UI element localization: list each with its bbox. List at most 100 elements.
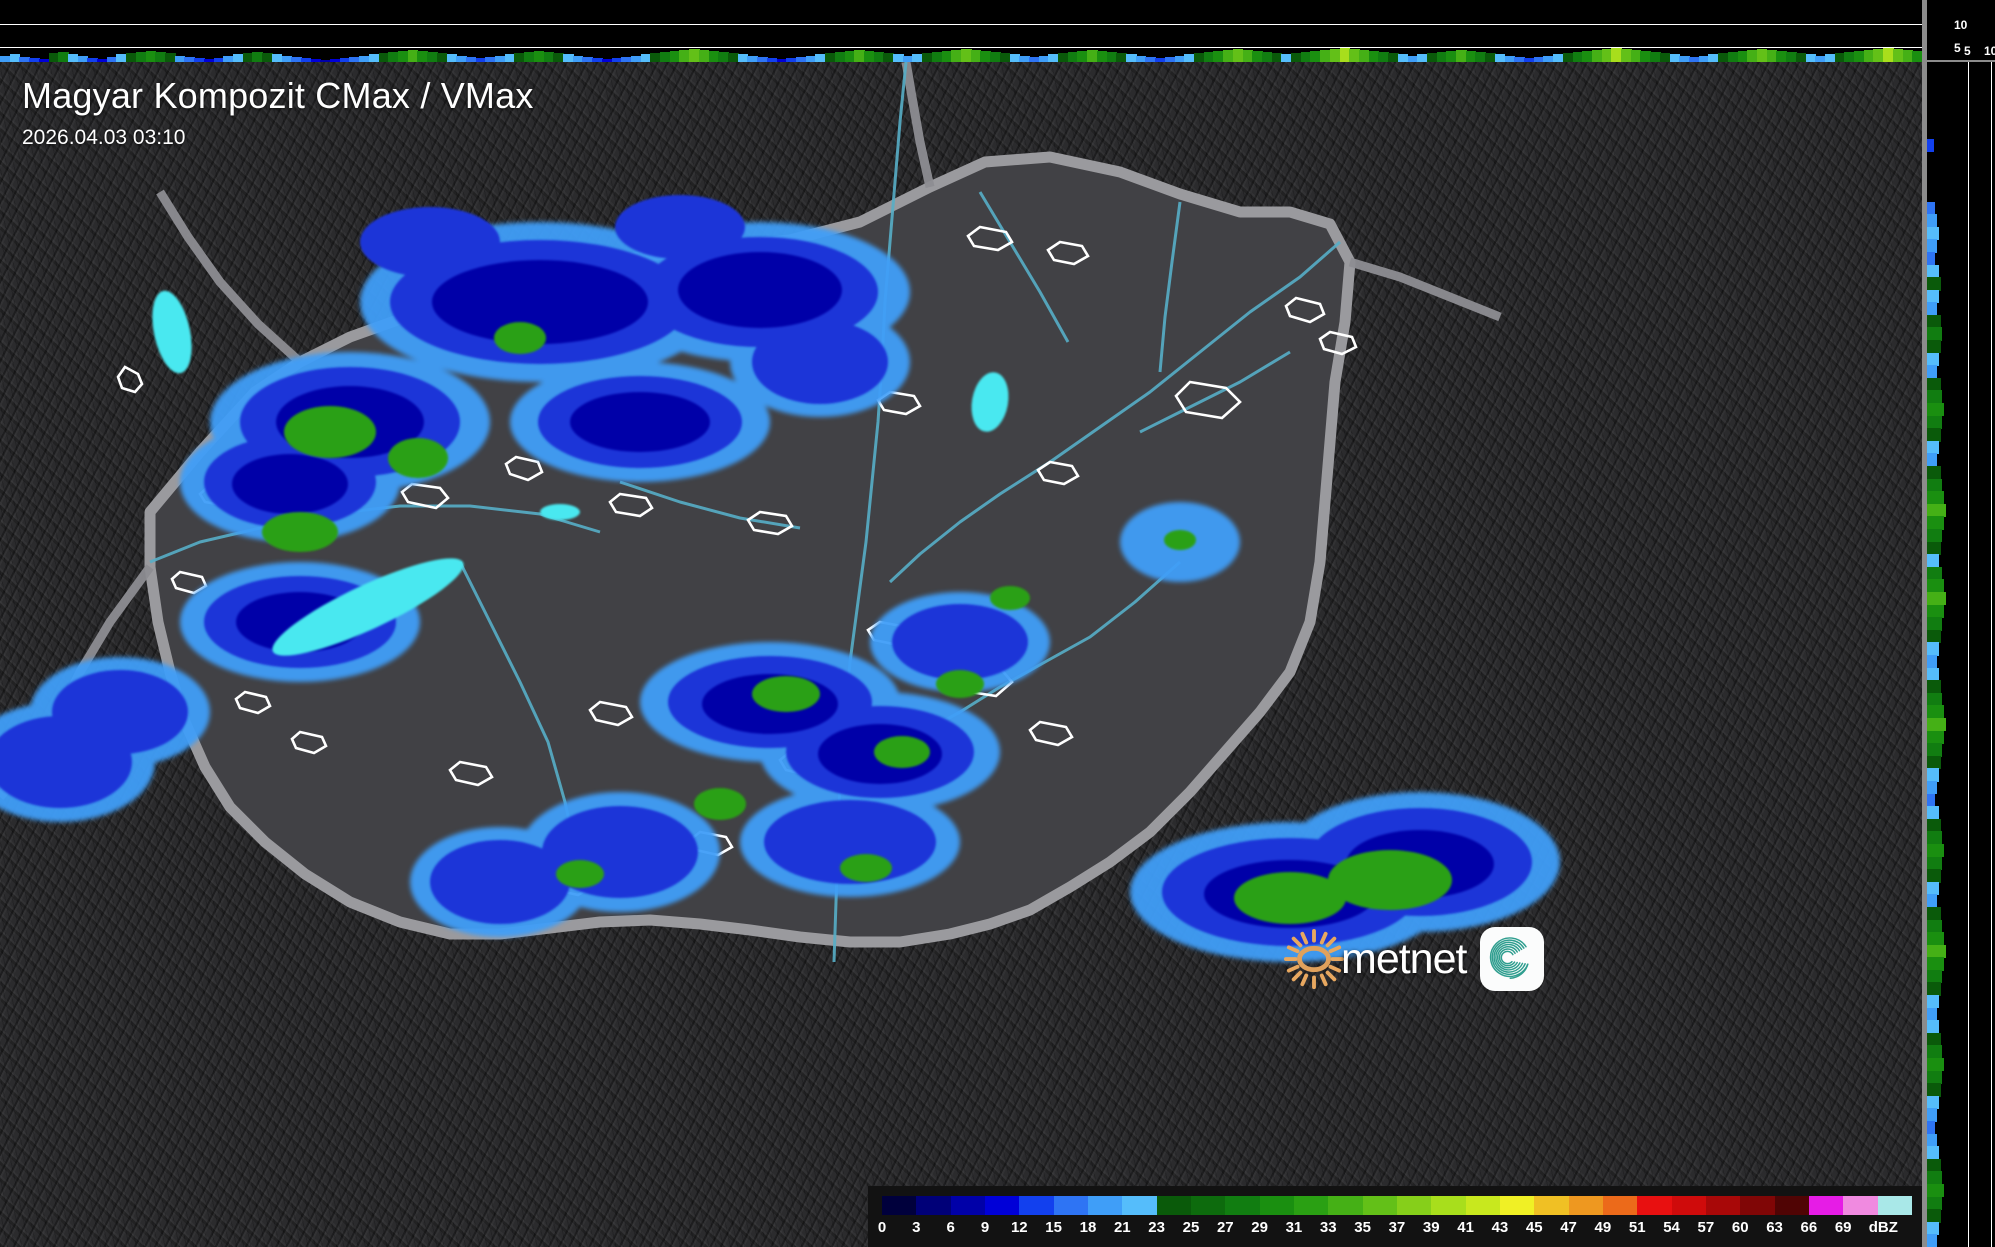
vmax-echo-cell bbox=[1927, 377, 1941, 392]
top-echo-cell bbox=[563, 54, 574, 62]
top-echo-cell bbox=[1446, 51, 1457, 62]
colorbar-tick-21: 21 bbox=[1113, 1219, 1131, 1236]
top-echo-cell bbox=[1252, 51, 1263, 62]
spiral-glyph bbox=[1490, 937, 1529, 979]
top-echo-cell bbox=[1601, 49, 1613, 62]
colorbar-tick-18: 18 bbox=[1079, 1219, 1097, 1236]
vmax-echo-cell bbox=[1927, 289, 1939, 304]
height-label-10: 10 bbox=[1954, 18, 1968, 32]
top-echo-cell bbox=[135, 52, 147, 62]
spiral-app-icon[interactable] bbox=[1480, 927, 1545, 991]
colorbar-tick-33: 33 bbox=[1319, 1219, 1337, 1236]
colorbar-tick-60: 60 bbox=[1731, 1219, 1749, 1236]
vmax-echo-cell bbox=[1927, 654, 1937, 669]
colorbar-segment-2 bbox=[950, 1196, 985, 1215]
top-echo-cell bbox=[1582, 51, 1593, 62]
top-echo-cell bbox=[543, 52, 555, 62]
metnet-logo[interactable]: metnet bbox=[1283, 927, 1545, 991]
colorbar-tick-66: 66 bbox=[1800, 1219, 1818, 1236]
top-echo-cell bbox=[116, 54, 127, 62]
vmax-echo-cell bbox=[1927, 1121, 1935, 1135]
top-echo-cell bbox=[1892, 49, 1904, 62]
vmax-echo-cell bbox=[1927, 529, 1942, 543]
top-echo-cell bbox=[883, 53, 894, 62]
top-echo-cell bbox=[1407, 56, 1419, 62]
colorbar-tick-45: 45 bbox=[1525, 1219, 1543, 1236]
top-echo-cell bbox=[1543, 56, 1554, 62]
top-echo-cell bbox=[1310, 51, 1321, 62]
colorbar-segment-19 bbox=[1534, 1196, 1569, 1215]
vmax-echo-cell bbox=[1927, 995, 1939, 1009]
vmax-echo-cell bbox=[1927, 277, 1941, 291]
top-echo-cell bbox=[786, 58, 797, 62]
vmax-echo-cell bbox=[1927, 1020, 1939, 1034]
vmax-echo-cell bbox=[1927, 932, 1944, 946]
top-echo-cell bbox=[1058, 53, 1069, 62]
top-echo-cell bbox=[1300, 52, 1312, 62]
vmax-echo-cell bbox=[1927, 617, 1942, 631]
vmax-echo-cell bbox=[1927, 1171, 1942, 1185]
metnet-wordmark-group: metnet bbox=[1283, 928, 1467, 990]
vmax-echo-cell bbox=[1927, 856, 1942, 870]
top-echo-cell bbox=[1844, 52, 1855, 62]
vmax-echo-cell bbox=[1927, 453, 1937, 467]
colorbar-segment-25 bbox=[1740, 1196, 1775, 1215]
top-echo-cell bbox=[524, 52, 535, 62]
top-echo-cell bbox=[805, 56, 817, 62]
vmax-echo-cell bbox=[1927, 957, 1944, 971]
top-echo-cell bbox=[1048, 54, 1059, 62]
colorbar-tick-63: 63 bbox=[1766, 1219, 1783, 1236]
vmax-echo-cell bbox=[1927, 264, 1939, 278]
top-echo-cell bbox=[106, 57, 118, 62]
top-echo-cell bbox=[0, 56, 11, 62]
vmax-echo-cell bbox=[1927, 604, 1944, 618]
colorbar-tick-47: 47 bbox=[1560, 1219, 1577, 1236]
top-echo-cell bbox=[194, 58, 205, 62]
vmax-echo-cell bbox=[1927, 881, 1939, 896]
colorbar-tick-27: 27 bbox=[1216, 1219, 1234, 1236]
top-echo-cell bbox=[1786, 52, 1797, 62]
top-echo-cell bbox=[601, 59, 613, 62]
vmax-echo-cell bbox=[1927, 466, 1941, 480]
vmax-echo-cell bbox=[1927, 1133, 1937, 1148]
vmax-echo-cell bbox=[1927, 1045, 1942, 1059]
vmax-echo-cell bbox=[1927, 415, 1942, 430]
cmax-cross-section-top bbox=[0, 0, 1922, 62]
metnet-wordmark: metnet bbox=[1341, 934, 1467, 983]
colorbar-tick-37: 37 bbox=[1388, 1219, 1406, 1236]
distance-label-5: 5 bbox=[1964, 44, 1971, 58]
top-echo-cell bbox=[718, 52, 729, 62]
top-echo-cell bbox=[1096, 51, 1108, 62]
top-echo-cell bbox=[1193, 53, 1205, 62]
top-echo-cell bbox=[1863, 50, 1875, 62]
radar-map[interactable]: Magyar Kompozit CMax / VMax 2026.04.03 0… bbox=[0, 62, 1922, 1247]
top-echo-cell bbox=[1378, 52, 1389, 62]
colorbar-segment-20 bbox=[1568, 1196, 1603, 1215]
top-echo-cell bbox=[630, 56, 642, 62]
top-echo-cell bbox=[165, 53, 176, 62]
vmax-echo-cell bbox=[1927, 793, 1935, 807]
top-echo-cell bbox=[592, 58, 603, 62]
top-echo-cell bbox=[1640, 51, 1651, 62]
top-echo-cell bbox=[795, 57, 807, 62]
top-echo-cell bbox=[1358, 50, 1370, 62]
vmax-echo-cell bbox=[1927, 579, 1944, 593]
top-echo-cell bbox=[1747, 50, 1758, 62]
top-echo-cell bbox=[310, 59, 322, 62]
top-echo-cell bbox=[1223, 50, 1234, 62]
top-echo-cell bbox=[553, 53, 564, 62]
top-echo-cell bbox=[902, 56, 914, 62]
top-echo-cell bbox=[456, 56, 467, 62]
dbz-colorbar: 0 3 6 9 12 15 18 21 23 25 27 29 31 33 35 37 39 41 43 45 47 49… bbox=[868, 1186, 1922, 1247]
vmax-echo-cell bbox=[1927, 478, 1942, 493]
top-echo-cell bbox=[1203, 52, 1215, 62]
vmax-echo-cell bbox=[1927, 818, 1941, 833]
colorbar-segment-17 bbox=[1465, 1196, 1500, 1215]
vmax-echo-cell bbox=[1927, 340, 1941, 354]
top-echo-cell bbox=[1562, 53, 1574, 62]
top-echo-cell bbox=[1689, 57, 1700, 62]
top-echo-cell bbox=[1242, 50, 1253, 62]
top-echo-cell bbox=[417, 51, 428, 62]
top-echo-cell bbox=[1659, 53, 1671, 62]
colorbar-segment-13 bbox=[1328, 1196, 1363, 1215]
